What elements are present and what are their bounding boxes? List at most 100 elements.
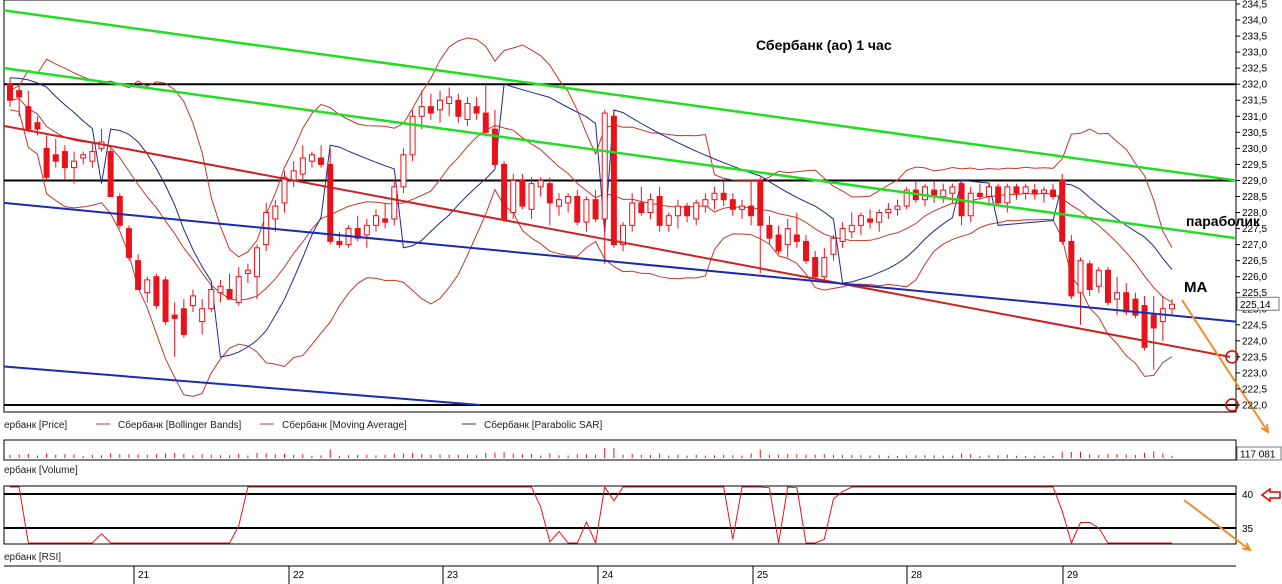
candle-down [1031,189,1038,194]
candle-down [162,279,169,323]
candle-up [144,279,151,294]
candle-down [1123,292,1130,313]
candle-up [290,170,297,181]
date-tick-label: 29 [1067,570,1079,581]
candle-down [803,240,810,262]
price-panel [3,0,1237,413]
candle-up [903,189,910,207]
candle-up [363,224,370,236]
candle-down [482,112,489,133]
candle-down [52,154,59,162]
green-trendline-upper [3,9,1237,182]
candle-up [665,215,672,226]
candle-down [491,128,498,165]
blue-trendline-lower [3,365,481,406]
candle-up [555,199,562,207]
candle-down [153,276,160,307]
moving-average-line [9,98,1173,303]
candle-up [208,289,215,310]
candle-down [1132,298,1139,316]
candle-down [1059,179,1066,242]
candle-up [894,205,901,210]
green-trendline-lower [3,66,1237,240]
candle-down [995,186,1002,204]
candle-down [327,163,334,242]
price-tick-label: 223,5 [1242,352,1267,363]
candle-down [638,202,645,214]
candle-up [80,154,87,159]
price-tick-label: 233,5 [1242,32,1267,43]
candle-up [199,308,206,323]
price-tick-label: 228,0 [1242,208,1267,219]
candle-up [510,179,517,214]
price-axis: 234,5 234,0 233,5 233,0 232,5 232,0 231,5 231,0… [1236,0,1280,412]
volume-bars: 117 081 [9,446,1282,461]
candle-up [986,186,993,197]
candle-up [89,151,96,162]
legend: ербанк [Price] Сбербанк [Bollinger Bands… [4,419,603,431]
candle-up [1095,269,1102,287]
candle-up [848,224,855,233]
candle-up [235,276,242,303]
price-tick-label: 229,0 [1242,176,1267,187]
candle-up [839,228,846,242]
candle-down [729,199,736,210]
legend-bollinger: Сбербанк [Bollinger Bands] [118,419,242,431]
legend-volume: ербанк [Volume] [4,464,78,476]
price-tick-label: 223,0 [1242,368,1267,379]
projection-arrow-price [1181,299,1269,433]
candle-down [766,224,773,239]
price-tick-label: 230,5 [1242,128,1267,139]
price-tick-label: 224,0 [1242,336,1267,347]
candle-down [354,228,361,239]
candle-down [25,106,32,130]
price-tick-label: 222,0 [1242,401,1267,412]
candle-up [244,269,251,274]
candle-down [61,151,68,169]
candle-down [336,240,343,246]
volume-last-label: 117 081 [1240,450,1276,461]
last-price-box [1236,296,1280,311]
grid-layer [4,83,1236,406]
bollinger-upper-line [9,37,1173,258]
candle-up [885,208,892,214]
parabolic-sar-line [9,77,1173,358]
candle-down [720,192,727,201]
date-tick-label: 25 [757,570,769,581]
candle-up [400,154,407,188]
candle-down [382,218,389,223]
candle-up [967,192,974,217]
price-tick-label: 234,5 [1242,0,1267,11]
candle-down [574,195,581,223]
rsi-pointer-arrow [1260,487,1281,503]
price-tick-label: 227,5 [1242,224,1267,235]
candle-down [592,199,599,220]
candle-up [674,205,681,217]
price-tick-label: 228,5 [1242,192,1267,203]
candle-down [1050,189,1057,197]
price-tick-label: 229,5 [1242,160,1267,171]
price-tick-label: 230,0 [1242,144,1267,155]
candle-down [107,151,114,197]
price-tick-label: 224,5 [1242,320,1267,331]
candle-down [748,205,755,217]
candle-up [702,199,709,207]
candle-up [949,186,956,194]
candle-down [1086,263,1093,291]
candle-up [738,205,745,210]
price-tick-label: 222,5 [1242,384,1267,395]
bollinger-lower-line [9,109,1173,397]
candle-down [135,260,142,291]
candle-up [299,157,306,175]
date-tick-label: 23 [447,570,459,581]
rsi-layer: 40 35 [4,485,1281,545]
candle-down [1013,186,1020,194]
candle-down [519,179,526,207]
price-tick-label: 231,0 [1242,112,1267,123]
candle-up [629,202,636,226]
candle-up [583,199,590,223]
candle-up [272,205,279,220]
candle-up [254,247,261,278]
candle-down [1150,314,1157,329]
